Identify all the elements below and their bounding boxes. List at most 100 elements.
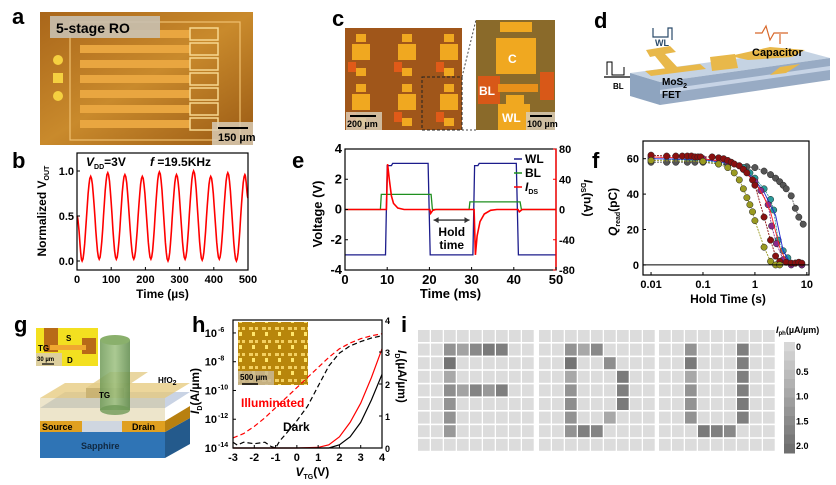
array-micrograph: 200 µm [345,28,463,131]
heatmap-cell [711,384,723,397]
heatmap-cell [763,370,775,383]
y-right-axis-label-main: I [395,350,409,354]
heatmap-cell [431,330,443,342]
heatmap-cell [698,330,710,342]
heatmap-cell [604,370,616,383]
panel-i: i 0 0.5 1.0 1.5 2.0 Iph(µA/µm) [401,312,819,454]
y-right-axis-label-main: I [581,180,595,184]
heatmap-cell [643,411,655,424]
heatmap-cell [565,357,577,370]
heatmap-cell [617,357,629,370]
y-tick-label: 10 [205,443,217,455]
data-point [787,192,795,200]
cell-pad [436,62,444,72]
heatmap-cell [470,438,482,451]
x-tick-label: 2 [336,452,342,464]
heatmap-cell [591,330,603,342]
panel-label: i [401,312,407,337]
data-point [772,252,780,260]
inset-s-label: S [66,334,72,343]
heatmap-cell [737,357,749,370]
heatmap-cell [522,330,534,342]
x-axis-label: VTG(V) [296,465,330,481]
data-point [672,152,680,160]
x-tick-label: 200 [136,274,154,286]
y-right-axis-label-unit: (nA) [581,193,595,217]
heatmap-cell [539,330,551,342]
heatmap-cell [578,398,590,410]
vdd-value: =3V [104,155,126,169]
bl-label: BL [613,82,624,91]
colorbar-tick-label: 0 [796,342,801,352]
heatmap-cell [565,343,577,356]
hfo2-sub: 2 [173,380,177,387]
heatmap-cell [483,411,495,424]
y-right-tick-label: 3 [385,348,390,358]
y-tick-label: 10 [205,414,217,426]
heatmap-cell [604,438,616,451]
heatmap-cell [724,370,736,383]
top-gate-pillar [100,340,130,410]
heatmap-cell [470,384,482,397]
heatmap-cell [698,370,710,383]
panel-label: d [594,8,607,33]
heatmap-cell [444,343,456,356]
heatmap-cell [578,357,590,370]
heatmap-cell [444,438,456,451]
legend-label: WL [525,152,544,166]
heatmap-cell [483,384,495,397]
data-point [791,204,799,212]
x-tick-label: 20 [422,272,436,287]
heatmap-cell [685,357,697,370]
heatmap-cell [496,384,508,397]
heatmap-cell [698,438,710,451]
colorbar-segment [784,406,795,417]
heatmap-cell [617,384,629,397]
y-right-tick-label: 4 [385,316,390,326]
heatmap-cell [578,370,590,383]
series-bl-line [345,193,556,211]
heatmap-cell [630,411,642,424]
heatmap-cell [724,438,736,451]
panel-label: h [192,312,205,337]
heatmap-cell [711,357,723,370]
heatmap-cell [444,330,456,342]
oscillator-stage [80,60,190,68]
y-tick-label: 10 [205,328,217,340]
colorbar-tick-label: 1.5 [796,416,809,426]
title-box [50,16,160,38]
y-tick-label: -2 [330,232,342,247]
panel-label: c [332,6,344,31]
heatmap-cell [539,438,551,451]
series-line [651,161,804,225]
panel-a: a 5-stage RO 150 µm [12,4,256,145]
series-line [650,158,802,266]
heatmap-cell [496,357,508,370]
scale-bar-label: 150 µm [218,132,256,144]
y-right-tick-label: -80 [559,265,575,277]
x-tick-label: 10 [801,279,813,291]
hold-time-label: time [439,238,464,252]
heatmap-cell [617,425,629,438]
cell-pad [398,94,416,110]
heatmap-cell [457,425,469,438]
heatmap-cell [496,330,508,342]
y-right-tick-label: -40 [559,235,575,247]
chart-e: 0 10 20 30 40 50 -4 -2 0 2 4 -80 -40 0 40 80 Time (ms) Vo… [310,141,595,301]
heatmap-cell [617,330,629,342]
vdd-sub: DD [94,164,104,171]
data-point [647,157,655,164]
plot-frame [76,152,249,271]
heatmap-cell [737,343,749,356]
y-right-axis-label: ID(µA/µm) [393,350,409,403]
heatmap-cell [617,370,629,383]
heatmap-cell [578,343,590,356]
heatmap-cell [763,384,775,397]
heatmap-cell [643,343,655,356]
y-axis-label-main: Normalized V [35,180,49,256]
node-c-label: C [508,52,517,66]
heatmap-cell [659,411,671,424]
chart-i: 0 0.5 1.0 1.5 2.0 Iph(µA/µm) [418,325,819,454]
heatmap-cell [552,398,564,410]
heatmap-cell [685,384,697,397]
